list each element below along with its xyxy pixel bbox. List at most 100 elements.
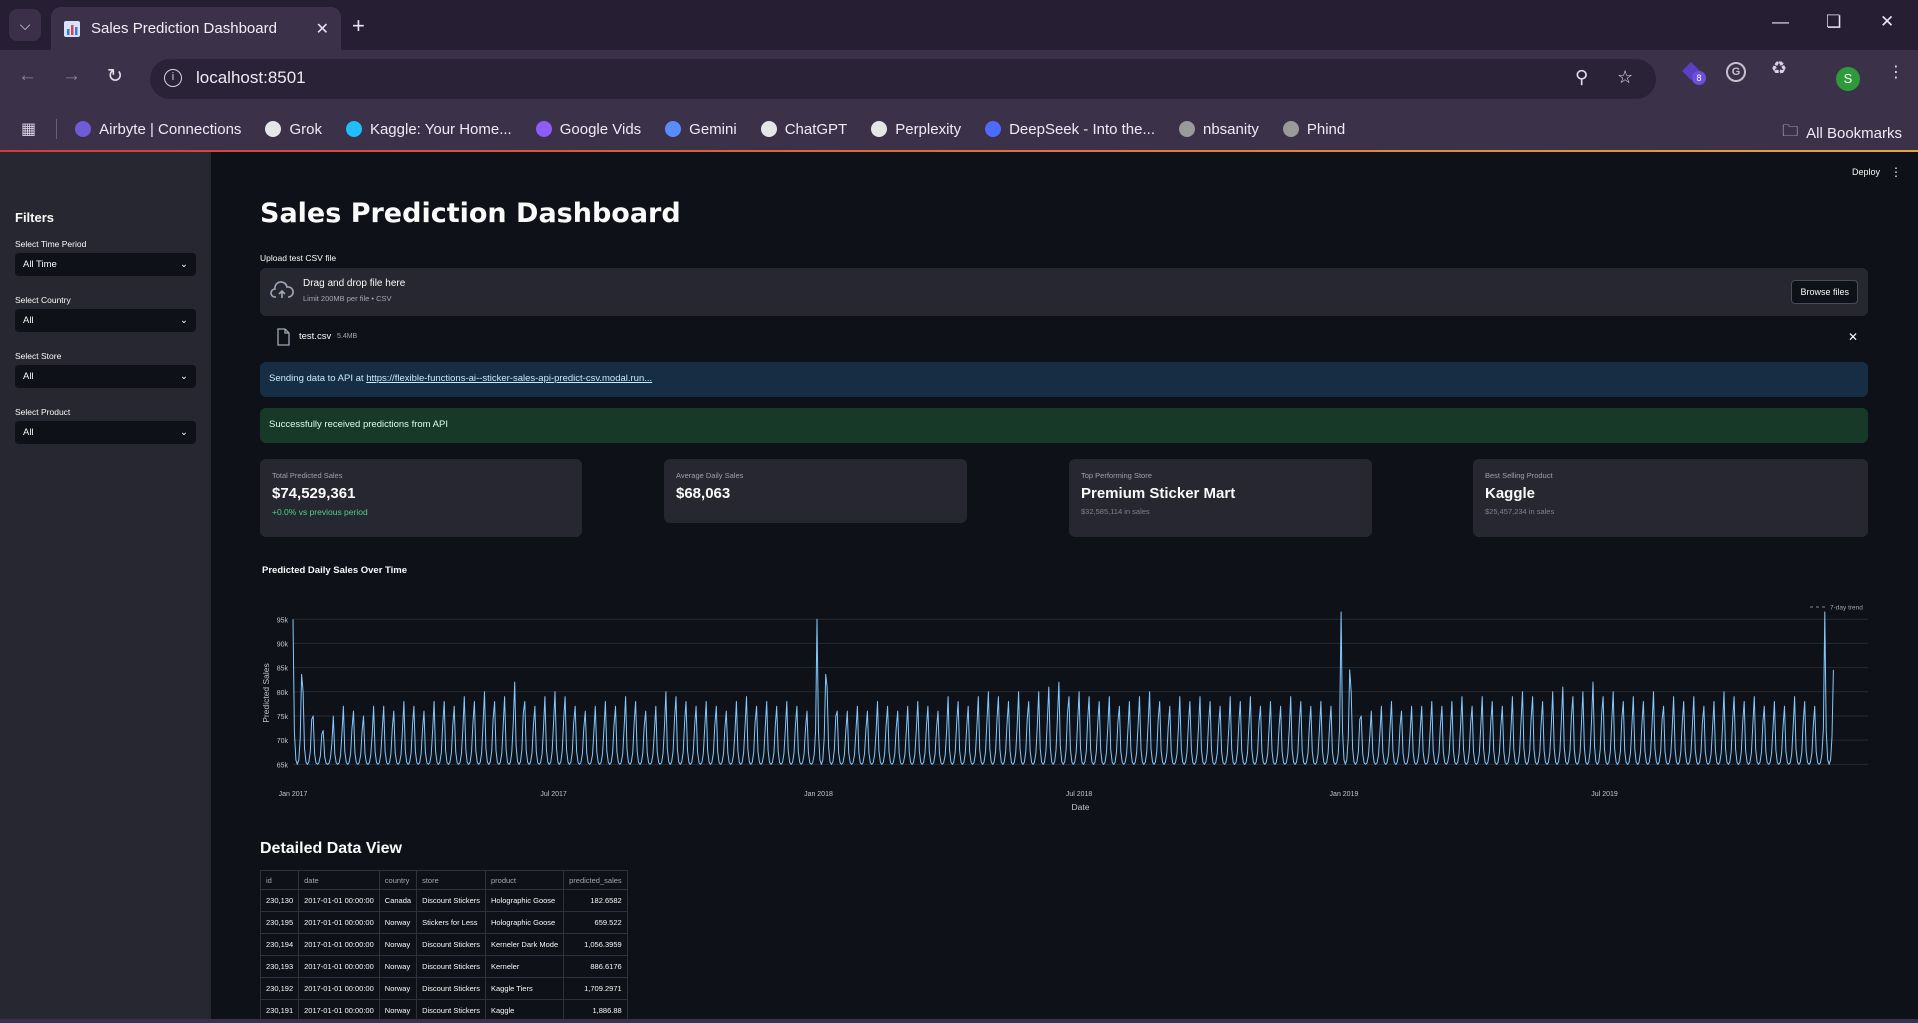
- all-bookmarks-button[interactable]: 🗀 All Bookmarks: [1782, 120, 1902, 147]
- new-tab-icon[interactable]: +: [352, 13, 365, 38]
- metric-top-store: Top Performing Store Premium Sticker Mar…: [1069, 459, 1372, 537]
- metric-label: Average Daily Sales: [676, 471, 744, 480]
- bookmark-item[interactable]: Gemini: [665, 121, 737, 138]
- restore-icon[interactable]: ❏: [1826, 12, 1842, 31]
- column-header[interactable]: date: [298, 870, 380, 890]
- time-period-select[interactable]: All Time ⌄: [15, 253, 196, 276]
- bookmark-item[interactable]: ChatGPT: [760, 121, 847, 138]
- file-name: test.csv: [299, 331, 332, 342]
- file-size: 5.4MB: [337, 333, 358, 340]
- x-tick-label: Jul 2017: [540, 791, 567, 798]
- bookmark-item[interactable]: Kaggle: Your Home...: [345, 121, 512, 138]
- table-cell: 659.522: [563, 911, 628, 934]
- country-select[interactable]: All ⌄: [15, 309, 196, 332]
- filter-label: Select Country: [15, 295, 71, 305]
- folder-icon: 🗀: [1782, 123, 1799, 140]
- close-icon[interactable]: ✕: [315, 20, 329, 38]
- zoom-icon[interactable]: ⚲: [1575, 67, 1589, 87]
- table-cell: Discount Stickers: [416, 955, 486, 978]
- browse-files-button[interactable]: Browse files: [1791, 280, 1858, 304]
- store-select[interactable]: All ⌄: [15, 365, 196, 388]
- reload-icon[interactable]: ↻: [107, 66, 123, 87]
- x-tick-label: Jan 2017: [279, 791, 308, 798]
- bookmark-item[interactable]: Phind: [1282, 121, 1345, 138]
- bookmark-item[interactable]: Google Vids: [535, 120, 642, 138]
- app-menu-icon[interactable]: ⋮: [1890, 165, 1902, 179]
- file-dropzone[interactable]: Drag and drop file here Limit 200MB per …: [260, 268, 1868, 316]
- bookmark-label: Google Vids: [559, 120, 642, 138]
- window-close-icon[interactable]: ✕: [1880, 12, 1895, 31]
- filter-country: Select Country All ⌄: [15, 295, 196, 332]
- extensions-puzzle-icon[interactable]: ♻: [1771, 58, 1788, 78]
- site-info-icon[interactable]: i: [164, 69, 182, 87]
- grammarly-icon[interactable]: G: [1726, 62, 1746, 82]
- column-header[interactable]: country: [378, 870, 418, 890]
- bookmark-label: nbsanity: [1203, 120, 1259, 138]
- y-axis-label: Predicted Sales: [261, 663, 271, 723]
- bookmarks-divider: [56, 119, 58, 139]
- column-header[interactable]: product: [484, 870, 565, 890]
- app-top-decoration: [0, 150, 1918, 152]
- chevron-down-icon: ⌄: [180, 259, 188, 270]
- bookmark-item[interactable]: DeepSeek - Into the...: [985, 121, 1155, 138]
- browser-menu-icon[interactable]: ⋮: [1888, 64, 1904, 81]
- table-cell: 230,130: [259, 889, 300, 912]
- bookmark-item[interactable]: nbsanity: [1179, 121, 1259, 138]
- table-row[interactable]: 230,130 2017-01-01 00:00:00 Canada Discount…: [259, 889, 628, 912]
- url-text[interactable]: localhost:8501: [196, 68, 306, 87]
- apps-grid-icon[interactable]: ▦: [21, 121, 37, 138]
- select-value: All: [23, 315, 34, 326]
- metric-delta: +0.0% vs previous period: [272, 507, 368, 517]
- bookmark-label: Gemini: [689, 120, 737, 138]
- browser-tab-active[interactable]: Sales Prediction Dashboard ✕: [51, 7, 341, 50]
- chevron-down-icon: ⌄: [180, 315, 188, 326]
- bookmark-item[interactable]: Airbyte | Connections: [75, 121, 241, 138]
- product-select[interactable]: All ⌄: [15, 421, 196, 444]
- bookmark-favicon-icon: [665, 121, 682, 137]
- table-cell: 182.6582: [563, 889, 628, 912]
- address-bar[interactable]: i localhost:8501 ⚲ ☆: [150, 59, 1656, 99]
- metric-label: Best Selling Product: [1485, 471, 1553, 480]
- table-cell: Discount Stickers: [416, 977, 486, 1000]
- tab-search-button[interactable]: ⌵: [9, 9, 41, 41]
- legend-label: 7-day trend: [1830, 605, 1863, 612]
- bookmark-item[interactable]: Grok: [265, 121, 322, 138]
- select-value: All Time: [23, 259, 57, 270]
- forward-arrow-icon[interactable]: →: [62, 65, 81, 86]
- table-cell: Holographic Goose: [484, 911, 565, 934]
- profile-avatar[interactable]: S: [1836, 67, 1860, 91]
- remove-file-icon[interactable]: ✕: [1847, 330, 1858, 344]
- chart-favicon-icon: [64, 20, 80, 37]
- column-header[interactable]: store: [416, 870, 486, 890]
- sidebar: Filters Select Time Period All Time ⌄ Sel…: [0, 152, 211, 1023]
- data-table[interactable]: id date country store product predicted_sales…: [259, 870, 628, 1022]
- api-link[interactable]: https://flexible-functions-ai--sticker-s…: [366, 373, 653, 384]
- tab-title: Sales Prediction Dashboard: [91, 20, 277, 37]
- table-cell: Kerneler: [484, 955, 565, 978]
- table-cell: Canada: [378, 889, 418, 912]
- upload-label: Upload test CSV file: [260, 253, 337, 263]
- minimize-icon[interactable]: —: [1772, 12, 1789, 31]
- deploy-button[interactable]: Deploy: [1851, 167, 1880, 177]
- y-tick-label: 75k: [277, 714, 289, 721]
- table-cell: 230,191: [259, 999, 300, 1022]
- bookmarks-bar: ▦ Airbyte | Connections Grok Kaggle: Your …: [0, 108, 1918, 150]
- extension-icon[interactable]: 8: [1680, 60, 1706, 85]
- metric-average-daily: Average Daily Sales $68,063: [664, 459, 967, 523]
- table-row[interactable]: 230,192 2017-01-01 00:00:00 Norway Discount…: [259, 977, 628, 1000]
- back-arrow-icon[interactable]: ←: [18, 65, 37, 86]
- table-cell: 1,709.2971: [563, 977, 628, 1000]
- metric-value: Premium Sticker Mart: [1081, 485, 1236, 502]
- column-header[interactable]: id: [259, 870, 300, 890]
- table-row[interactable]: 230,194 2017-01-01 00:00:00 Norway Discount…: [259, 933, 628, 956]
- sales-line-chart[interactable]: 65k 70k 75k 80k 85k 90k 95k Jan 2017 Jul 2017 Jan…: [260, 582, 1870, 822]
- file-icon: [277, 328, 290, 346]
- table-row[interactable]: 230,195 2017-01-01 00:00:00 Norway Stickers…: [259, 911, 628, 934]
- bookmark-item[interactable]: Perplexity: [871, 121, 961, 138]
- table-cell: Norway: [378, 977, 418, 1000]
- bookmark-star-icon[interactable]: ☆: [1617, 67, 1634, 87]
- series-line: [292, 611, 1834, 765]
- table-row[interactable]: 230,193 2017-01-01 00:00:00 Norway Discount…: [259, 955, 628, 978]
- column-header[interactable]: predicted_sales: [563, 870, 628, 890]
- bookmark-favicon-icon: [265, 121, 282, 137]
